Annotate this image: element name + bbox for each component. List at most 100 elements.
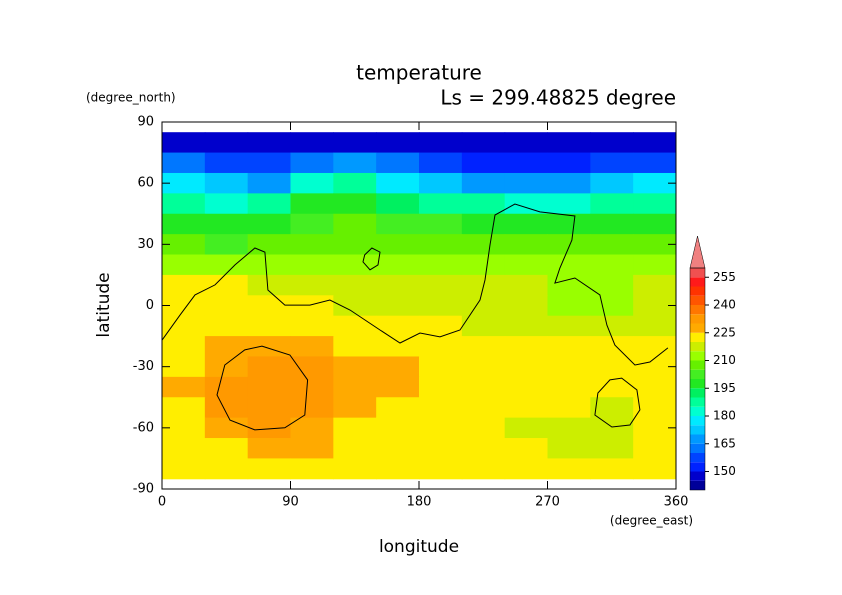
field-cell xyxy=(547,336,591,357)
field-cell xyxy=(247,152,291,174)
colorbar-box xyxy=(690,268,705,278)
field-cell xyxy=(461,397,506,419)
field-cell xyxy=(590,172,634,194)
colorbar-tick-label: 165 xyxy=(713,436,736,450)
field-cell xyxy=(633,295,677,317)
field-cell xyxy=(419,336,463,357)
field-cell xyxy=(204,254,249,276)
field-cell xyxy=(419,458,463,480)
field-cell xyxy=(633,458,677,480)
colorbar-frame xyxy=(689,267,706,491)
field-cell xyxy=(419,254,463,276)
field-cell xyxy=(547,152,591,174)
field-cell xyxy=(504,193,548,215)
y-axis-label: latitude xyxy=(94,272,114,337)
colorbar-box xyxy=(690,379,705,389)
field-cell xyxy=(204,356,249,378)
field-cell xyxy=(504,376,548,398)
field-cell xyxy=(204,234,249,256)
field-cell xyxy=(461,254,506,276)
x-tick-label: 360 xyxy=(664,495,689,510)
field-cell xyxy=(290,213,334,235)
field-cell xyxy=(419,274,463,296)
field-cell xyxy=(590,397,634,419)
field-cell xyxy=(204,152,249,174)
field-cell xyxy=(419,193,463,215)
colorbar-extension xyxy=(689,235,706,269)
y-tick-label: 60 xyxy=(137,176,154,191)
colorbar-box xyxy=(690,443,705,453)
field-cell xyxy=(162,376,206,398)
field-cell xyxy=(290,152,334,174)
field-cell xyxy=(590,213,634,235)
field-cell xyxy=(633,417,677,439)
field-cell xyxy=(162,295,206,317)
field-cell xyxy=(333,213,377,235)
field-cell xyxy=(376,193,420,215)
field-cell xyxy=(461,152,506,174)
field-cell xyxy=(333,193,377,215)
colorbar-box xyxy=(690,342,705,352)
field-cell xyxy=(590,417,634,439)
colorbar-box xyxy=(690,416,705,426)
field-cell xyxy=(162,458,206,480)
field-cell xyxy=(204,397,249,419)
field-cell xyxy=(461,132,506,154)
colorbar-box xyxy=(690,286,705,296)
colorbar-tick-label: 195 xyxy=(713,381,736,395)
field-cell xyxy=(204,417,249,439)
field-cell xyxy=(162,234,206,256)
field-cell xyxy=(333,172,377,194)
field-cell xyxy=(590,295,634,317)
chart-title: temperature xyxy=(356,61,482,85)
field-cell xyxy=(547,132,591,154)
field-cell xyxy=(376,254,420,276)
field-cell xyxy=(247,132,291,154)
colorbar-box xyxy=(690,462,705,472)
field-cell xyxy=(162,213,206,235)
field-cell xyxy=(504,213,548,235)
colorbar-box xyxy=(690,453,705,463)
field-cell xyxy=(290,438,334,459)
colorbar-box xyxy=(690,369,705,379)
field-cell xyxy=(590,152,634,174)
field-cell xyxy=(333,295,377,317)
field-cell xyxy=(461,356,506,378)
contour-line xyxy=(362,247,381,271)
field-cell xyxy=(547,458,591,480)
field-cell xyxy=(547,356,591,378)
field-cell xyxy=(247,356,291,378)
colorbar-box xyxy=(690,314,705,324)
field-cell xyxy=(547,274,591,296)
field-cell xyxy=(204,376,249,398)
field-cell xyxy=(162,132,206,154)
field-cell xyxy=(419,397,463,419)
field-cell xyxy=(547,213,591,235)
field-cell xyxy=(333,458,377,480)
field-cell xyxy=(376,417,420,439)
field-cell xyxy=(419,213,463,235)
field-cell xyxy=(461,295,506,317)
y-tick-label: -90 xyxy=(133,482,154,497)
field-cell xyxy=(290,397,334,419)
y-tick-label: -30 xyxy=(133,359,154,374)
field-cell xyxy=(504,438,548,459)
y-tick-label: 0 xyxy=(146,298,154,313)
field-cell xyxy=(461,315,506,337)
x-unit: (degree_east) xyxy=(610,514,693,528)
contour-line xyxy=(216,345,309,431)
field-cell xyxy=(290,295,334,317)
field-cell xyxy=(204,274,249,296)
field-cell xyxy=(633,315,677,337)
field-cell xyxy=(376,152,420,174)
field-cell xyxy=(162,172,206,194)
field-cell xyxy=(290,356,334,378)
field-cell xyxy=(162,417,206,439)
field-cell xyxy=(547,397,591,419)
field xyxy=(162,132,677,480)
field-cell xyxy=(419,172,463,194)
field-cell xyxy=(290,376,334,398)
field-cell xyxy=(419,152,463,174)
field-cell xyxy=(504,458,548,480)
contour-line xyxy=(161,203,669,366)
